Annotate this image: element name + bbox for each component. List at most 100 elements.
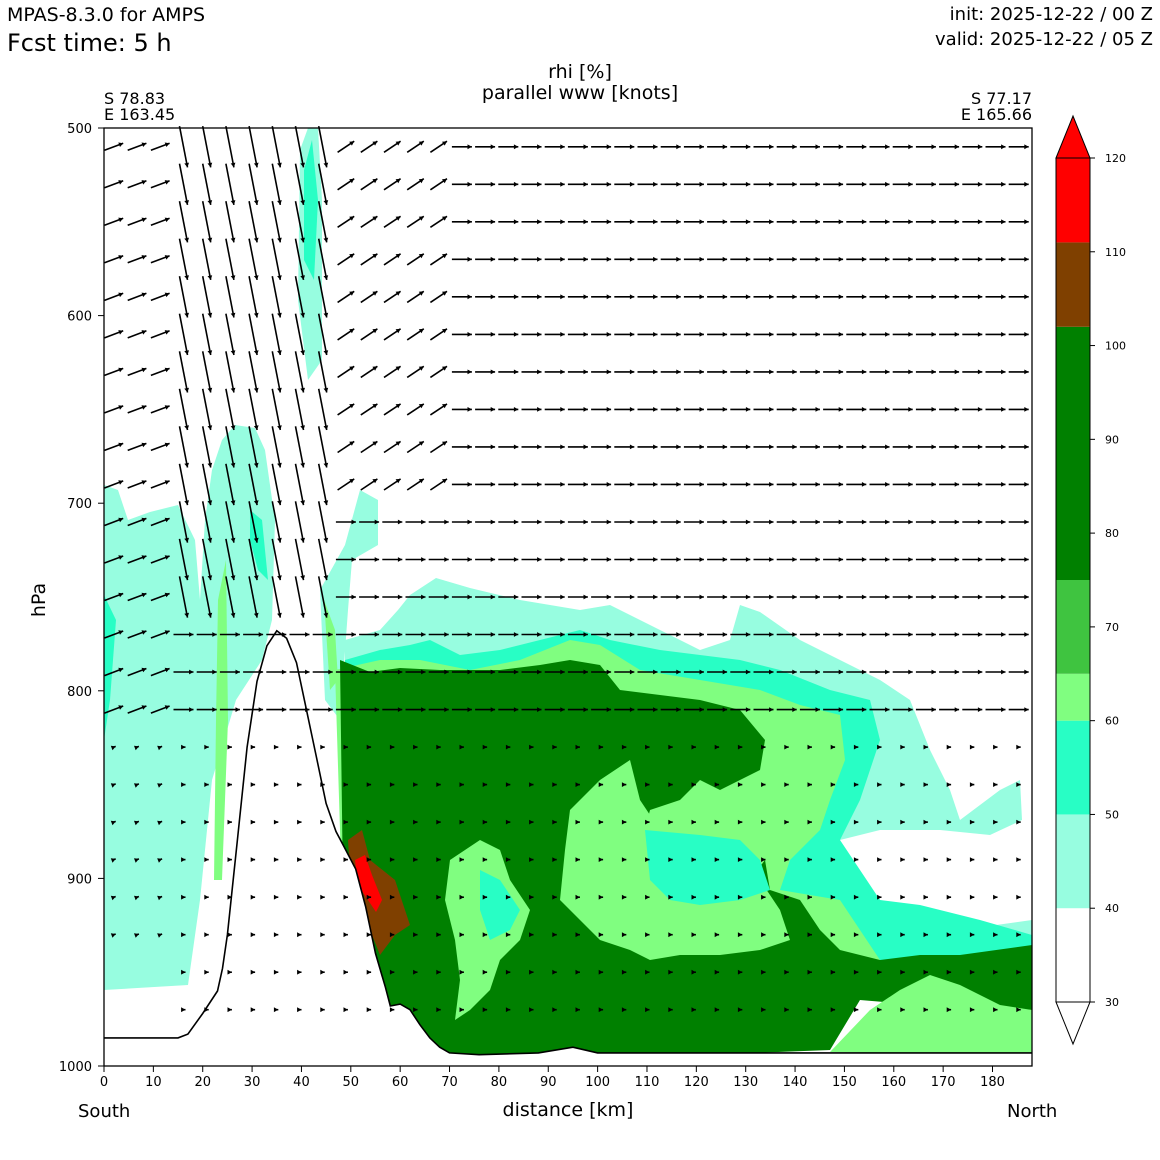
wind-arrow (134, 745, 140, 751)
wind-arrow (127, 367, 147, 377)
wind-arrow (150, 367, 170, 377)
wind-arrow (753, 519, 774, 525)
wind-arrow (637, 407, 658, 412)
wind-arrow (383, 290, 402, 304)
wind-arrow (529, 1007, 534, 1013)
wind-arrow (598, 782, 604, 787)
wind-arrow (730, 444, 751, 450)
wind-arrow (753, 594, 774, 600)
wind-arrow (201, 201, 213, 243)
wind-arrow (482, 1007, 488, 1013)
wind-arrow (660, 707, 681, 712)
wind-arrow (405, 707, 426, 712)
wind-arrow (823, 594, 844, 600)
wind-arrow (201, 576, 213, 618)
wind-arrow (127, 142, 147, 152)
wind-arrow (660, 632, 681, 637)
wind-arrow (178, 463, 189, 506)
wind-arrow (900, 969, 905, 975)
wind-arrow (823, 519, 844, 525)
wind-arrow (104, 555, 124, 564)
wind-arrow (923, 1007, 928, 1013)
wind-arrow (660, 482, 681, 487)
wind-arrow (482, 782, 488, 787)
wind-arrow (250, 819, 256, 825)
wind-arrow (360, 478, 378, 491)
wind-arrow (498, 707, 519, 712)
wind-arrow (668, 1007, 673, 1013)
wind-arrow (271, 238, 282, 281)
wind-arrow (459, 857, 464, 862)
wind-arrow (289, 669, 310, 675)
wind-arrow (598, 857, 604, 862)
wind-arrow (877, 1007, 882, 1013)
wind-arrow (799, 519, 820, 525)
x-tick-label: 180 (980, 1075, 1005, 1090)
wind-arrow (413, 969, 418, 975)
wind-arrow (343, 744, 348, 750)
wind-arrow (753, 256, 774, 262)
wind-arrow (853, 894, 859, 900)
wind-arrow (737, 782, 743, 787)
wind-arrow (660, 219, 681, 225)
wind-arrow (104, 592, 124, 602)
wind-arrow (475, 219, 496, 225)
wind-arrow (691, 969, 696, 975)
wind-arrow (807, 744, 812, 750)
wind-arrow (273, 969, 279, 975)
wind-arrow (360, 140, 378, 153)
wind-arrow (320, 969, 325, 975)
x-tick-label: 90 (540, 1075, 557, 1090)
wind-arrow (178, 125, 189, 168)
wind-arrow (869, 332, 890, 337)
wind-arrow (225, 201, 236, 243)
wind-arrow (271, 125, 282, 168)
wind-arrow (505, 969, 511, 975)
wind-arrow (877, 894, 882, 900)
wind-arrow (823, 407, 844, 412)
wind-arrow (784, 857, 789, 862)
wind-arrow (475, 557, 496, 562)
wind-arrow (475, 294, 496, 300)
wind-arrow (683, 632, 704, 637)
wind-arrow (248, 576, 259, 618)
wind-arrow (250, 744, 256, 750)
wind-arrow (389, 1007, 395, 1013)
wind-arrow (335, 669, 356, 675)
wind-arrow (294, 313, 305, 356)
wind-arrow (225, 463, 236, 506)
wind-arrow (544, 256, 565, 262)
wind-arrow (294, 501, 305, 543)
wind-arrow (181, 782, 186, 787)
wind-arrow (807, 782, 812, 787)
terrain-mask (104, 630, 1032, 1066)
wind-arrow (637, 632, 658, 637)
wind-arrow (475, 444, 496, 450)
wind-arrow (320, 744, 325, 750)
wind-arrow (591, 332, 612, 337)
wind-arrow (799, 632, 820, 637)
wind-arrow (691, 744, 696, 750)
wind-arrow (475, 632, 496, 637)
wind-arrow (248, 125, 259, 168)
wind-arrow (317, 501, 329, 543)
wind-arrow (761, 894, 766, 900)
wind-arrow (225, 426, 236, 468)
wind-arrow (225, 125, 236, 168)
wind-arrow (753, 557, 774, 562)
x-tick-label: 160 (881, 1075, 906, 1090)
wind-arrow (707, 144, 728, 150)
colorbar: 30 40 50 60 70 80 90 100 110 120 (1055, 114, 1126, 1046)
wind-arrow (915, 219, 936, 225)
wind-arrow (134, 783, 140, 788)
wind-arrow (405, 519, 426, 525)
wind-arrow (359, 669, 380, 675)
colorbar-tick-label: 30 (1105, 996, 1119, 1009)
wind-arrow (614, 519, 635, 525)
wind-arrow (505, 894, 511, 900)
wind-arrow (869, 482, 890, 487)
wind-arrow (900, 819, 905, 825)
wind-arrow (614, 557, 635, 562)
wind-arrow (869, 369, 890, 375)
wind-arrow (413, 932, 418, 938)
